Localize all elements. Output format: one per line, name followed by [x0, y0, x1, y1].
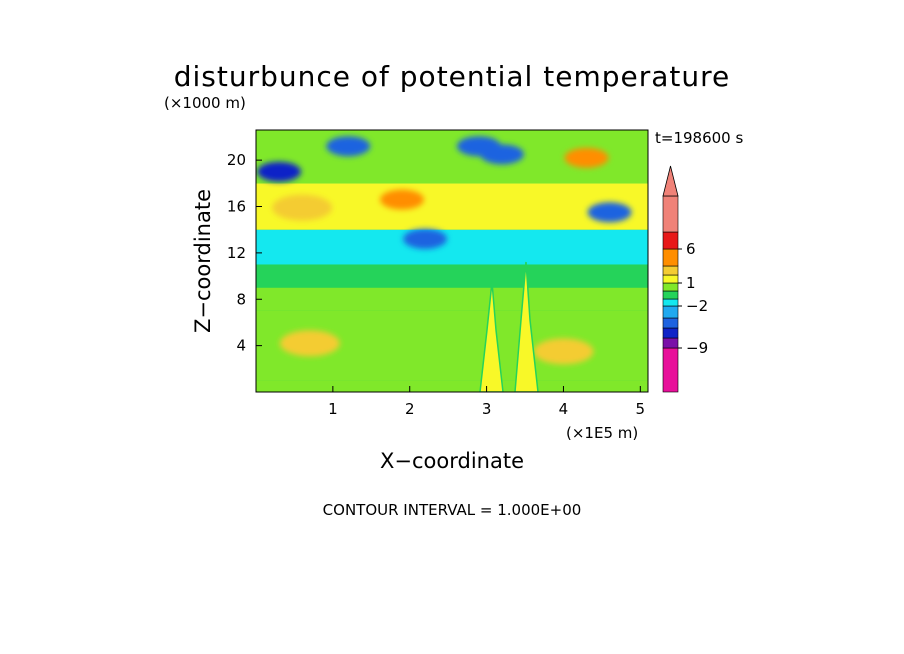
colorbar-swatch-12: [662, 195, 679, 233]
colorbar-swatch-4: [662, 305, 679, 319]
field-feature-9: [279, 330, 340, 357]
time-label: t=198600 s: [655, 129, 743, 147]
colorbar-swatch-11: [662, 231, 679, 250]
y-tick-label-4: 20: [227, 151, 246, 169]
colorbar-swatch-10: [662, 248, 679, 267]
field-feature-10: [533, 338, 594, 365]
plume-right: [514, 261, 539, 392]
colorbar-swatch-6: [662, 290, 679, 300]
y-tick-label-0: 4: [236, 337, 246, 355]
x-tick-label-3: 4: [559, 400, 569, 418]
band-layer: [256, 130, 648, 392]
colorbar-swatch-0: [662, 347, 679, 393]
colorbar: 6 1 −2 −9: [662, 165, 708, 393]
colorbar-swatch-9: [662, 265, 679, 276]
field-feature-0: [257, 161, 302, 182]
y-axis-label: Z−coordinate: [191, 189, 215, 333]
colorbar-label-0: 6: [686, 240, 696, 258]
x-tick-label-1: 2: [405, 400, 415, 418]
field-feature-8: [403, 228, 448, 249]
field-band-2: [256, 287, 648, 311]
y-ticks: 4 8 12 16 20: [227, 151, 262, 355]
colorbar-label-1: 1: [686, 274, 696, 292]
y-tick-label-3: 16: [227, 198, 246, 216]
colorbar-swatch-5: [662, 298, 679, 307]
x-tick-label-4: 5: [636, 400, 646, 418]
colorbar-swatch-1: [662, 337, 679, 349]
colorbar-label-3: −9: [686, 339, 708, 357]
x-axis-label: X−coordinate: [380, 449, 524, 473]
plot-frame: [255, 129, 649, 393]
colorbar-arrow-cap: [662, 165, 679, 197]
field-feature-5: [326, 136, 371, 157]
contour-interval-note: CONTOUR INTERVAL = 1.000E+00: [323, 501, 582, 519]
field-feature-2: [380, 189, 425, 210]
colorbar-label-2: −2: [686, 297, 708, 315]
x-ticks: 1 2 3 4 5: [328, 386, 645, 418]
x-tick-label-2: 3: [482, 400, 492, 418]
x-axis-unit: (×1E5 m): [566, 424, 638, 442]
y-tick-label-2: 12: [227, 244, 246, 262]
plume-left: [479, 281, 504, 392]
plume-layer: [479, 261, 539, 392]
field-band-4: [256, 229, 648, 265]
y-tick-label-1: 8: [236, 290, 246, 308]
colorbar-swatch-2: [662, 327, 679, 339]
field-feature-3: [272, 194, 333, 221]
field-feature-4: [587, 202, 632, 223]
field-feature-1: [564, 147, 609, 168]
field-feature-7: [479, 144, 524, 165]
chart-title: disturbunce of potential temperature: [174, 60, 731, 93]
colorbar-swatch-7: [662, 282, 679, 292]
feature-layer: [257, 136, 632, 365]
field-band-3: [256, 264, 648, 288]
colorbar-swatch-8: [662, 274, 679, 284]
y-axis-unit: (×1000 m): [164, 94, 246, 112]
x-tick-label-0: 1: [328, 400, 338, 418]
field-band-0: [256, 380, 648, 392]
colorbar-swatch-3: [662, 317, 679, 329]
